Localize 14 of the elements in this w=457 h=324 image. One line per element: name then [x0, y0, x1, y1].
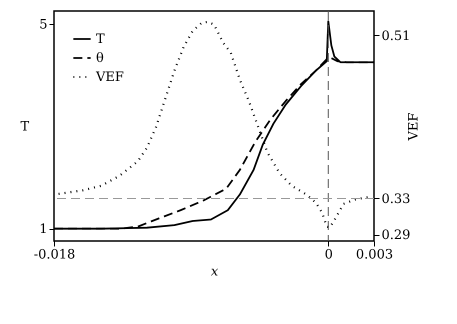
- y2-tick-label: 0.29: [382, 228, 410, 244]
- x-tick-label: 0: [324, 248, 333, 262]
- y-tick-label: 5: [39, 17, 48, 32]
- y2-tick-label: 0.33: [382, 192, 410, 207]
- y2-tick-label: 0.51: [382, 28, 410, 44]
- legend-label: T: [96, 32, 105, 47]
- legend-label: VEF: [95, 70, 124, 85]
- legend-label: θ: [96, 51, 104, 66]
- y-axis-title: T: [20, 120, 30, 134]
- y2-axis-title: VEF: [406, 112, 422, 142]
- y-tick-label: 1: [39, 222, 48, 238]
- x-axis-title: x: [210, 264, 219, 280]
- x-tick-label: -0.018: [34, 248, 76, 262]
- x-tick-label: 0.003: [356, 248, 394, 262]
